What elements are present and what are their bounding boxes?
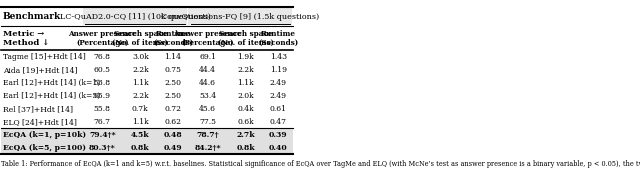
Text: 0.6k: 0.6k bbox=[237, 118, 254, 126]
Text: 2.49: 2.49 bbox=[270, 79, 287, 87]
Text: 1.19: 1.19 bbox=[270, 66, 287, 74]
Text: Metric →
Method ↓: Metric → Method ↓ bbox=[3, 29, 49, 47]
Text: 80.3†*: 80.3†* bbox=[89, 144, 116, 152]
Text: 65.9: 65.9 bbox=[94, 92, 111, 100]
Text: 0.40: 0.40 bbox=[269, 144, 288, 152]
Text: 1.1k: 1.1k bbox=[132, 79, 148, 87]
Text: 53.8: 53.8 bbox=[94, 79, 111, 87]
Text: 1.1k: 1.1k bbox=[132, 118, 148, 126]
Text: 0.62: 0.62 bbox=[164, 118, 182, 126]
Text: Benchmark: Benchmark bbox=[3, 12, 61, 21]
Text: 84.2†*: 84.2†* bbox=[195, 144, 221, 152]
Text: 2.50: 2.50 bbox=[164, 92, 182, 100]
Text: Search space
(No. of items): Search space (No. of items) bbox=[112, 29, 168, 47]
FancyBboxPatch shape bbox=[1, 141, 293, 154]
Text: 44.6: 44.6 bbox=[199, 79, 216, 87]
Text: 0.7k: 0.7k bbox=[132, 105, 148, 113]
Text: 69.1: 69.1 bbox=[199, 53, 216, 61]
Text: 2.2k: 2.2k bbox=[132, 66, 148, 74]
Text: Earl [12]+Hdt [14] (k=5): Earl [12]+Hdt [14] (k=5) bbox=[3, 92, 100, 100]
Text: 0.48: 0.48 bbox=[164, 131, 182, 139]
Text: 0.61: 0.61 bbox=[270, 105, 287, 113]
Text: 1.14: 1.14 bbox=[164, 53, 182, 61]
Text: ConvQuestions-FQ [9] (1.5k questions): ConvQuestions-FQ [9] (1.5k questions) bbox=[161, 12, 319, 21]
FancyBboxPatch shape bbox=[188, 8, 292, 25]
Text: 0.8k: 0.8k bbox=[236, 144, 255, 152]
Text: Search space
(No. of items): Search space (No. of items) bbox=[218, 29, 273, 47]
Text: EcQA (k=5, p=100): EcQA (k=5, p=100) bbox=[3, 144, 86, 152]
Text: Earl [12]+Hdt [14] (k=1): Earl [12]+Hdt [14] (k=1) bbox=[3, 79, 100, 87]
Text: 2.49: 2.49 bbox=[270, 92, 287, 100]
Text: Runtime
(Seconds): Runtime (Seconds) bbox=[258, 29, 298, 47]
Text: 44.4: 44.4 bbox=[199, 66, 216, 74]
Text: LC-QuAD2.0-CQ [11] (10k questions): LC-QuAD2.0-CQ [11] (10k questions) bbox=[60, 12, 211, 21]
FancyBboxPatch shape bbox=[1, 128, 293, 141]
Text: 0.8k: 0.8k bbox=[131, 144, 150, 152]
Text: 45.6: 45.6 bbox=[199, 105, 216, 113]
Text: Aida [19]+Hdt [14]: Aida [19]+Hdt [14] bbox=[3, 66, 77, 74]
Text: 0.4k: 0.4k bbox=[237, 105, 254, 113]
Text: 2.2k: 2.2k bbox=[237, 66, 254, 74]
Text: 76.7: 76.7 bbox=[94, 118, 111, 126]
Text: Table 1: Performance of EcQA (k=1 and k=5) w.r.t. baselines. Statistical signifi: Table 1: Performance of EcQA (k=1 and k=… bbox=[1, 160, 640, 168]
Text: Answer presence
(Percentage): Answer presence (Percentage) bbox=[68, 29, 136, 47]
Text: Rel [37]+Hdt [14]: Rel [37]+Hdt [14] bbox=[3, 105, 72, 113]
Text: 2.7k: 2.7k bbox=[236, 131, 255, 139]
Text: 76.8: 76.8 bbox=[94, 53, 111, 61]
Text: 1.1k: 1.1k bbox=[237, 79, 254, 87]
Text: 0.39: 0.39 bbox=[269, 131, 287, 139]
Text: 2.50: 2.50 bbox=[164, 79, 182, 87]
Text: EcQA (k=1, p=10k): EcQA (k=1, p=10k) bbox=[3, 131, 86, 139]
Text: 78.7†: 78.7† bbox=[196, 131, 219, 139]
Text: 1.9k: 1.9k bbox=[237, 53, 254, 61]
FancyBboxPatch shape bbox=[83, 8, 187, 25]
Text: 2.2k: 2.2k bbox=[132, 92, 148, 100]
Text: 0.72: 0.72 bbox=[164, 105, 182, 113]
Text: 60.5: 60.5 bbox=[94, 66, 111, 74]
Text: 55.8: 55.8 bbox=[94, 105, 111, 113]
Text: 0.47: 0.47 bbox=[270, 118, 287, 126]
Text: 3.0k: 3.0k bbox=[132, 53, 148, 61]
Text: 79.4†*: 79.4†* bbox=[89, 131, 116, 139]
Text: 0.49: 0.49 bbox=[164, 144, 182, 152]
Text: ELQ [24]+Hdt [14]: ELQ [24]+Hdt [14] bbox=[3, 118, 76, 126]
Text: Answer presence
(Percentage): Answer presence (Percentage) bbox=[173, 29, 242, 47]
Text: 4.5k: 4.5k bbox=[131, 131, 150, 139]
Text: 0.75: 0.75 bbox=[164, 66, 182, 74]
Text: 77.5: 77.5 bbox=[199, 118, 216, 126]
Text: Runtime
(Seconds): Runtime (Seconds) bbox=[153, 29, 193, 47]
Text: 1.43: 1.43 bbox=[269, 53, 287, 61]
Text: 2.0k: 2.0k bbox=[237, 92, 254, 100]
Text: Tagme [15]+Hdt [14]: Tagme [15]+Hdt [14] bbox=[3, 53, 85, 61]
Text: 53.4: 53.4 bbox=[199, 92, 216, 100]
